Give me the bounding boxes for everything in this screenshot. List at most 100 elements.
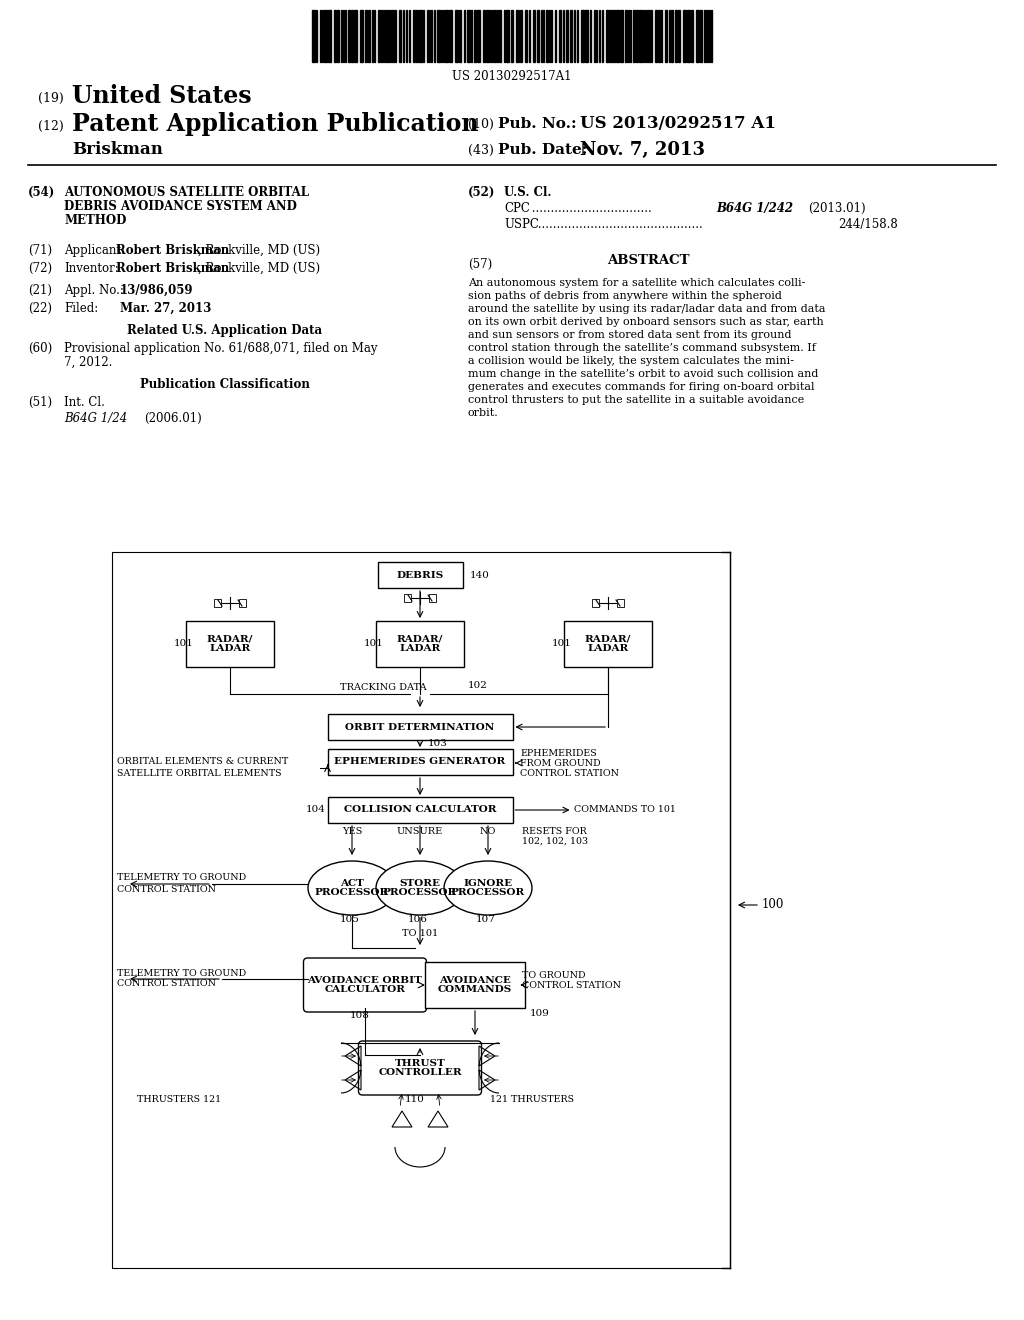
- Bar: [186, 620, 274, 667]
- Text: FROM GROUND: FROM GROUND: [520, 759, 601, 767]
- Text: STORE: STORE: [399, 879, 440, 888]
- Text: DEBRIS AVOIDANCE SYSTEM AND: DEBRIS AVOIDANCE SYSTEM AND: [63, 201, 297, 213]
- Text: Inventor:: Inventor:: [63, 261, 119, 275]
- Bar: [546, 11, 548, 62]
- Text: TELEMETRY TO GROUND: TELEMETRY TO GROUND: [117, 969, 246, 978]
- Bar: [678, 11, 680, 62]
- Bar: [592, 599, 599, 607]
- Bar: [376, 620, 464, 667]
- Text: TO GROUND: TO GROUND: [522, 970, 586, 979]
- Bar: [691, 11, 693, 62]
- Bar: [581, 11, 584, 62]
- Bar: [351, 11, 353, 62]
- FancyBboxPatch shape: [303, 958, 427, 1012]
- Text: 121 THRUSTERS: 121 THRUSTERS: [490, 1096, 574, 1105]
- Bar: [413, 11, 415, 62]
- Bar: [625, 11, 627, 62]
- Text: Patent Application Publication: Patent Application Publication: [72, 112, 478, 136]
- Bar: [360, 11, 362, 62]
- Bar: [585, 11, 588, 62]
- Text: 13/986,059: 13/986,059: [120, 284, 194, 297]
- Bar: [570, 11, 572, 62]
- Text: (52): (52): [468, 186, 496, 199]
- Text: CONTROL STATION: CONTROL STATION: [117, 884, 216, 894]
- Text: LADAR: LADAR: [399, 644, 440, 653]
- Text: Applicant:: Applicant:: [63, 244, 125, 257]
- Bar: [486, 11, 489, 62]
- Text: Robert Briskman: Robert Briskman: [116, 261, 229, 275]
- Text: CALCULATOR: CALCULATOR: [325, 985, 406, 994]
- Bar: [445, 11, 449, 62]
- Bar: [537, 11, 539, 62]
- Text: 103: 103: [428, 738, 447, 747]
- Text: PROCESSOR: PROCESSOR: [383, 888, 457, 898]
- Text: (19): (19): [38, 91, 63, 104]
- FancyBboxPatch shape: [358, 1041, 481, 1096]
- Text: Related U.S. Application Data: Related U.S. Application Data: [127, 323, 323, 337]
- Text: METHOD: METHOD: [63, 214, 126, 227]
- Text: sion paths of debris from anywhere within the spheroid: sion paths of debris from anywhere withi…: [468, 290, 782, 301]
- Bar: [354, 11, 357, 62]
- Bar: [494, 11, 496, 62]
- Bar: [687, 11, 690, 62]
- Text: 109: 109: [530, 1008, 550, 1018]
- Text: EPHEMERIDES: EPHEMERIDES: [520, 748, 597, 758]
- Text: mum change in the satellite’s orbit to avoid such collision and: mum change in the satellite’s orbit to a…: [468, 370, 818, 379]
- Bar: [378, 11, 380, 62]
- Text: ABSTRACT: ABSTRACT: [607, 253, 689, 267]
- Text: LADAR: LADAR: [588, 644, 629, 653]
- Bar: [449, 11, 452, 62]
- Text: (10): (10): [468, 117, 494, 131]
- Text: Appl. No.:: Appl. No.:: [63, 284, 124, 297]
- Bar: [525, 11, 527, 62]
- Ellipse shape: [308, 861, 396, 915]
- Bar: [429, 594, 436, 602]
- Text: CONTROLLER: CONTROLLER: [378, 1068, 462, 1077]
- Bar: [696, 11, 699, 62]
- Text: CONTROL STATION: CONTROL STATION: [520, 768, 620, 777]
- Bar: [399, 11, 401, 62]
- Bar: [112, 552, 730, 1269]
- Bar: [334, 11, 336, 62]
- Text: on its own orbit derived by onboard sensors such as star, earth: on its own orbit derived by onboard sens…: [468, 317, 823, 327]
- Text: PROCESSOR: PROCESSOR: [451, 888, 525, 898]
- Bar: [477, 11, 480, 62]
- Text: TELEMETRY TO GROUND: TELEMETRY TO GROUND: [117, 874, 246, 883]
- Text: 102, 102, 103: 102, 102, 103: [522, 837, 589, 846]
- Text: (22): (22): [28, 302, 52, 315]
- Text: control station through the satellite’s command subsystem. If: control station through the satellite’s …: [468, 343, 816, 352]
- Bar: [610, 11, 612, 62]
- Bar: [416, 11, 418, 62]
- Text: Pub. Date:: Pub. Date:: [498, 143, 588, 157]
- Text: An autonomous system for a satellite which calculates colli-: An autonomous system for a satellite whi…: [468, 279, 805, 288]
- Text: THRUSTERS 121: THRUSTERS 121: [137, 1096, 221, 1105]
- Bar: [511, 11, 513, 62]
- Text: (2013.01): (2013.01): [808, 202, 865, 215]
- Text: 244/158.8: 244/158.8: [838, 218, 898, 231]
- Bar: [365, 11, 367, 62]
- Text: UNSURE: UNSURE: [397, 826, 443, 836]
- Text: B64G 1/242: B64G 1/242: [716, 202, 793, 215]
- Bar: [665, 11, 667, 62]
- Ellipse shape: [376, 861, 464, 915]
- Text: Provisional application No. 61/688,071, filed on May: Provisional application No. 61/688,071, …: [63, 342, 378, 355]
- Text: (21): (21): [28, 284, 52, 297]
- Text: control thrusters to put the satellite in a suitable avoidance: control thrusters to put the satellite i…: [468, 395, 804, 405]
- Text: THRUST: THRUST: [394, 1059, 445, 1068]
- Text: TRACKING DATA: TRACKING DATA: [340, 684, 427, 693]
- Text: ORBITAL ELEMENTS & CURRENT: ORBITAL ELEMENTS & CURRENT: [117, 758, 288, 767]
- Bar: [658, 11, 660, 62]
- Bar: [387, 11, 389, 62]
- Text: around the satellite by using its radar/ladar data and from data: around the satellite by using its radar/…: [468, 304, 825, 314]
- Bar: [328, 714, 512, 741]
- Text: IGNORE: IGNORE: [464, 879, 513, 888]
- Text: RADAR/: RADAR/: [207, 635, 253, 644]
- Text: LADAR: LADAR: [209, 644, 251, 653]
- Text: Briskman: Briskman: [72, 141, 163, 158]
- Text: AVOIDANCE ORBIT: AVOIDANCE ORBIT: [307, 975, 423, 985]
- Bar: [639, 11, 641, 62]
- Bar: [620, 11, 623, 62]
- Text: (72): (72): [28, 261, 52, 275]
- Bar: [312, 11, 315, 62]
- Text: CONTROL STATION: CONTROL STATION: [522, 982, 622, 990]
